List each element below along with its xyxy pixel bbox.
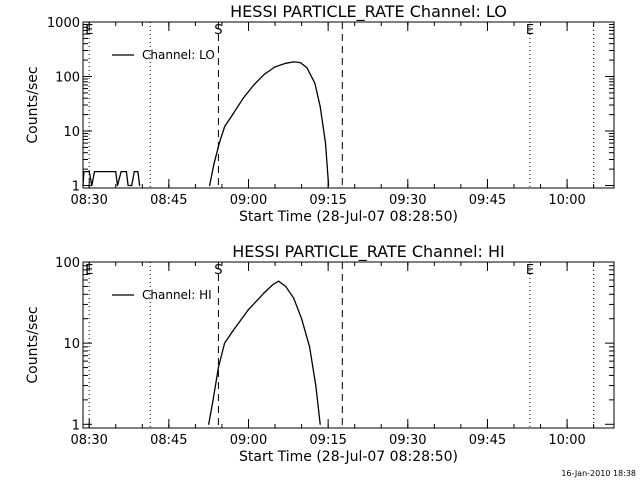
x-tick-label: 09:00 (230, 433, 267, 448)
data-point (242, 97, 244, 99)
data-point (232, 114, 234, 116)
data-point (309, 346, 311, 348)
legend-label: Channel: HI (142, 288, 212, 302)
data-point (133, 171, 135, 173)
data-point (217, 367, 219, 369)
data-point (120, 171, 122, 173)
x-tick-label: 09:30 (389, 193, 426, 208)
x-tick-label: 08:30 (70, 433, 107, 448)
data-point (299, 62, 301, 64)
plot-frame (82, 261, 615, 429)
data-point (306, 67, 308, 69)
x-tick-label: 09:45 (469, 193, 506, 208)
data-point (319, 423, 321, 425)
data-point (218, 142, 220, 144)
y-tick-label: 10 (63, 125, 80, 140)
data-point (83, 171, 85, 173)
data-point (278, 280, 280, 282)
data-point (224, 126, 226, 128)
data-point (213, 163, 215, 165)
data-point (271, 284, 273, 286)
data-point (127, 184, 129, 187)
x-tick-label: 09:45 (469, 433, 506, 448)
data-point (319, 106, 321, 108)
data-point (91, 184, 93, 187)
data-point (263, 73, 265, 75)
data-point (116, 184, 119, 187)
legend-label: Channel: LO (142, 48, 215, 62)
data-point (115, 171, 117, 173)
y-axis-label: Counts/sec (25, 66, 41, 143)
x-tick-label: 09:30 (389, 433, 426, 448)
y-tick-label: 1000 (47, 16, 80, 31)
chart-panel-hi: HESSI PARTICLE_RATE Channel: HI 1 10 100 08:… (25, 242, 615, 465)
data-point (239, 319, 242, 322)
data-point (263, 292, 265, 294)
x-tick-label: 09:00 (230, 193, 267, 208)
x-axis-label: Start Time (28-Jul-07 08:28:50) (239, 209, 458, 225)
y-tick-label: 1 (72, 418, 80, 433)
chart-title: HESSI PARTICLE_RATE Channel: HI (232, 242, 505, 262)
y-tick-label: 1 (72, 180, 80, 195)
data-point (131, 184, 133, 187)
series-line (208, 61, 330, 186)
y-tick-label: 100 (55, 71, 80, 86)
data-point (293, 297, 295, 299)
data-point (255, 300, 258, 302)
y-axis-label: Counts/sec (25, 306, 41, 383)
data-point (137, 171, 139, 173)
data-point (314, 82, 316, 84)
footer-timestamp: 16-Jan-2010 18:38 (561, 469, 636, 478)
x-tick-label: 09:15 (309, 433, 346, 448)
x-tick-label: 10:00 (548, 193, 585, 208)
data-point (328, 184, 330, 187)
data-point (315, 385, 317, 387)
y-tick-label: 100 (55, 256, 80, 271)
marker-label: S (214, 23, 222, 38)
series-line (208, 280, 321, 425)
data-point (224, 342, 226, 344)
plot-frame (82, 21, 615, 189)
data-point (212, 399, 214, 401)
data-point (301, 318, 303, 320)
x-tick-label: 10:00 (548, 433, 585, 448)
data-point (285, 62, 287, 64)
data-point (82, 184, 84, 187)
data-point (274, 66, 276, 68)
data-point (232, 330, 234, 332)
data-point (324, 142, 327, 144)
data-point (253, 84, 255, 86)
data-point (293, 61, 295, 63)
data-point (247, 308, 250, 311)
data-point (125, 171, 127, 173)
data-point (209, 184, 211, 187)
data-point (93, 171, 96, 173)
marker-label: S (214, 263, 222, 278)
data-point (208, 423, 210, 425)
marker-label: E (526, 23, 534, 38)
marker-label: E (85, 263, 93, 278)
x-tick-label: 08:45 (150, 193, 187, 208)
data-point (88, 171, 90, 173)
chart-title: HESSI PARTICLE_RATE Channel: LO (230, 2, 507, 22)
data-point (285, 285, 287, 287)
marker-label: E (85, 23, 93, 38)
x-tick-label: 09:15 (309, 193, 346, 208)
x-tick-label: 08:30 (70, 193, 107, 208)
data-point (139, 184, 141, 187)
marker-label: E (526, 263, 534, 278)
y-tick-label: 10 (63, 337, 80, 352)
series-line (82, 170, 141, 187)
x-tick-label: 08:45 (150, 433, 187, 448)
x-axis-label: Start Time (28-Jul-07 08:28:50) (239, 449, 458, 465)
chart-panel-lo: HESSI PARTICLE_RATE Channel: LO 1 10 100 100… (25, 2, 615, 225)
